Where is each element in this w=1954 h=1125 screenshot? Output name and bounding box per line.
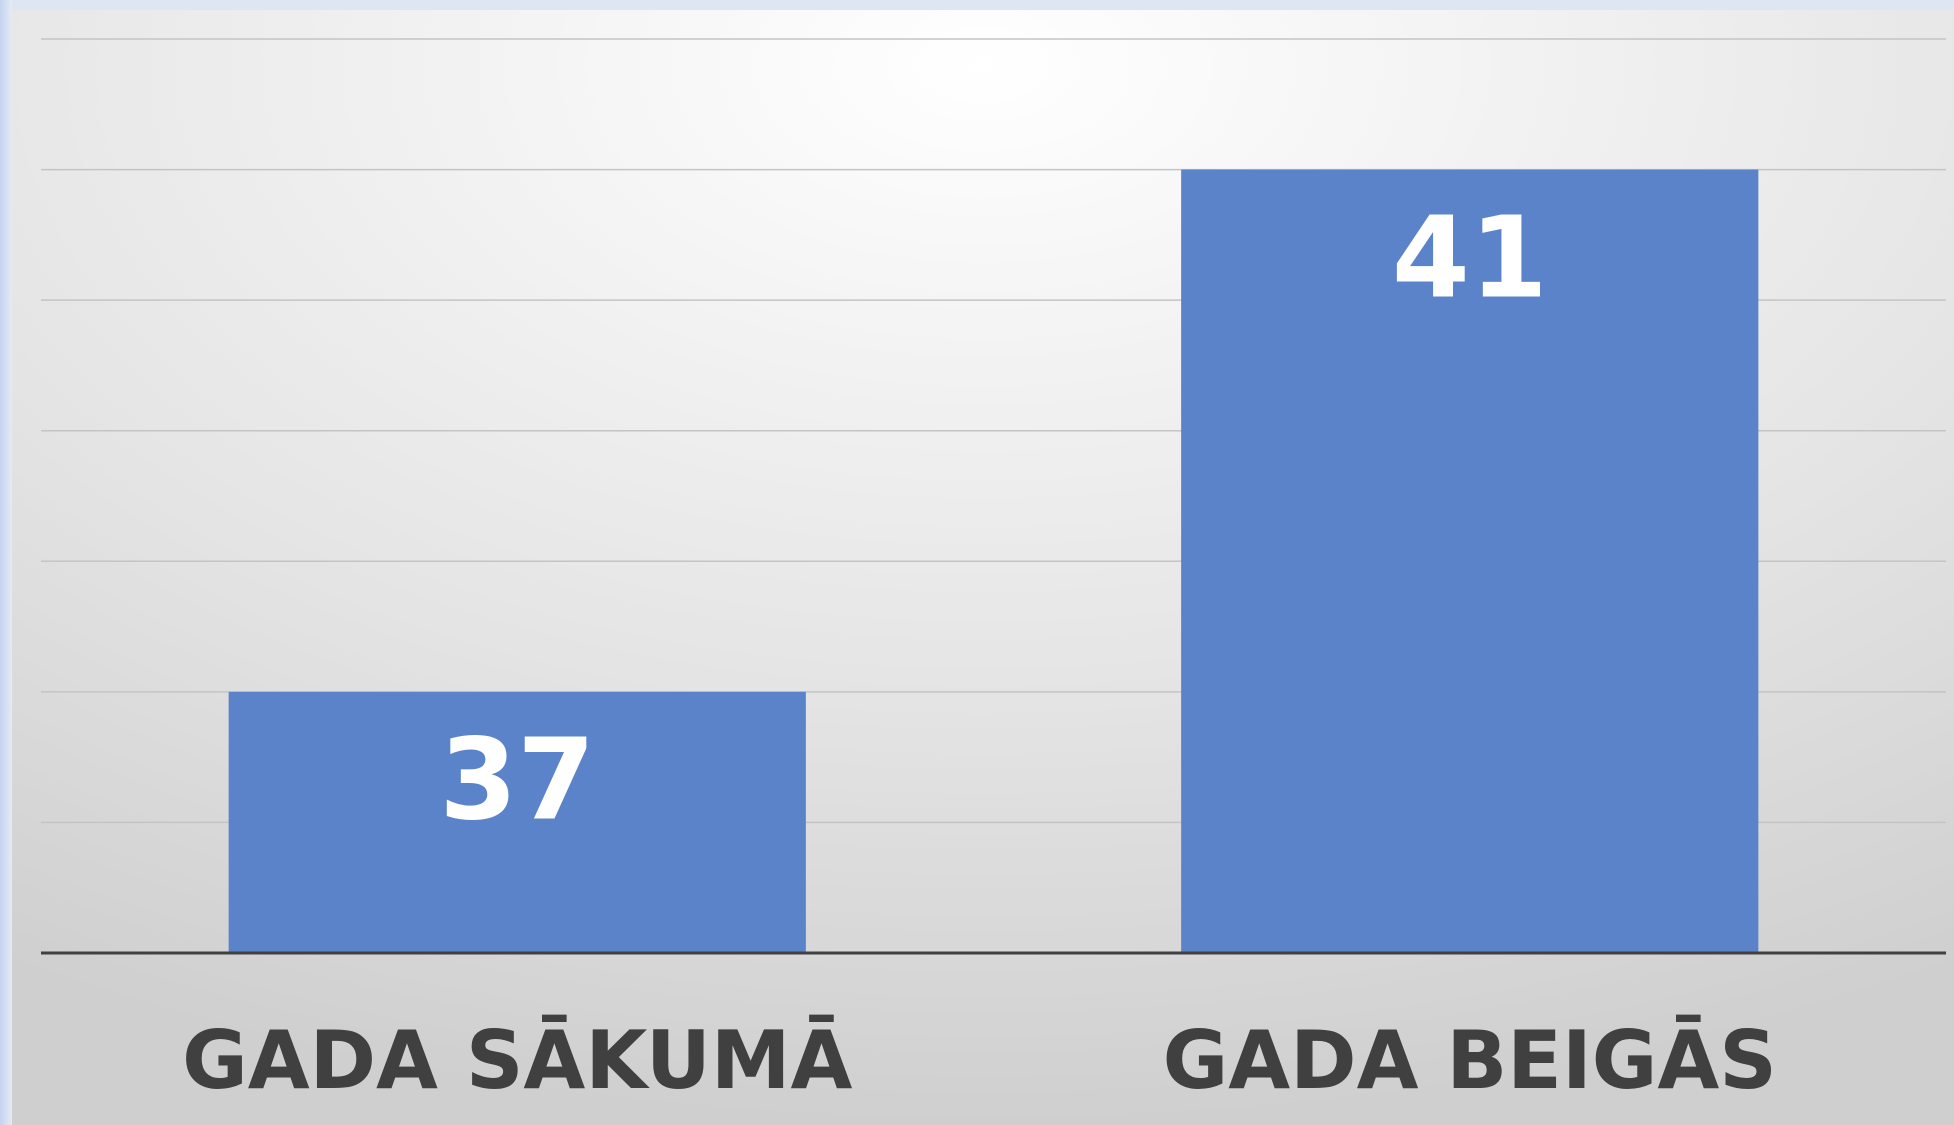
x-tick-label: GADA SĀKUMĀ bbox=[182, 1014, 852, 1107]
data-label: 37 bbox=[439, 716, 595, 846]
window-edge bbox=[0, 0, 12, 1125]
bar bbox=[228, 691, 806, 953]
data-label: 41 bbox=[1392, 193, 1548, 323]
x-tick-label: GADA BEIGĀS bbox=[1163, 1014, 1777, 1107]
bar bbox=[1181, 169, 1759, 954]
